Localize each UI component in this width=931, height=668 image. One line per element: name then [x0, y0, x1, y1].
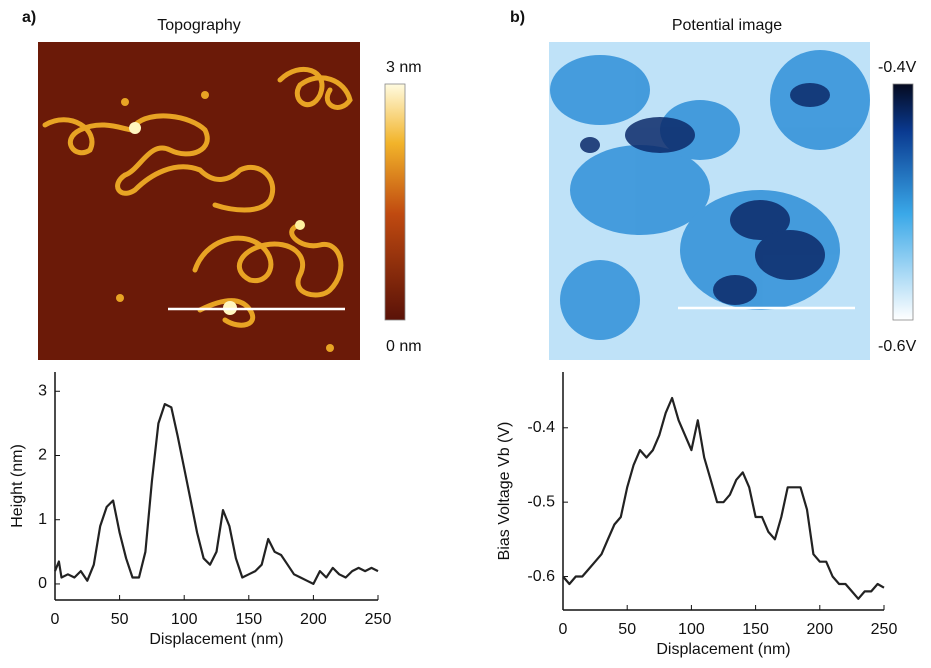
potential-image: [549, 42, 870, 360]
topography-image: [38, 42, 360, 360]
colorbar-min-label: 0 nm: [386, 338, 422, 355]
x-axis-label: Displacement (nm): [656, 641, 790, 658]
x-tick-label: 100: [678, 621, 705, 638]
colorbar-max-label: 3 nm: [386, 59, 422, 76]
y-tick-label: 0: [38, 575, 47, 592]
y-tick-label: -0.4: [527, 419, 555, 436]
x-tick-label: 100: [171, 611, 198, 628]
x-tick-label: 50: [111, 611, 129, 628]
colorbar: [384, 83, 406, 321]
y-axis-label: Height (nm): [9, 444, 26, 528]
x-tick-label: 0: [559, 621, 568, 638]
image-title: Topography: [157, 17, 241, 34]
panel-label: b): [510, 9, 525, 26]
colorbar-min-label: -0.6V: [878, 338, 917, 355]
y-axis-label: Bias Voltage Vb (V): [496, 422, 513, 561]
x-axis-label: Displacement (nm): [149, 631, 283, 648]
y-tick-label: 1: [38, 511, 47, 528]
x-tick-label: 200: [300, 611, 327, 628]
x-tick-label: 50: [618, 621, 636, 638]
x-tick-label: 0: [51, 611, 60, 628]
x-tick-label: 150: [235, 611, 262, 628]
y-tick-label: 3: [38, 382, 47, 399]
y-tick-label: 2: [38, 447, 47, 464]
image-title: Potential image: [672, 17, 782, 34]
y-tick-label: -0.6: [527, 568, 555, 585]
x-tick-label: 200: [806, 621, 833, 638]
data-line: [53, 403, 379, 585]
colorbar-max-label: -0.4V: [878, 59, 917, 76]
colorbar: [892, 83, 914, 321]
data-line: [562, 396, 885, 600]
x-tick-label: 250: [871, 621, 898, 638]
y-tick-label: -0.5: [527, 493, 555, 510]
panel-label: a): [22, 9, 36, 26]
x-tick-label: 150: [742, 621, 769, 638]
x-tick-label: 250: [365, 611, 392, 628]
